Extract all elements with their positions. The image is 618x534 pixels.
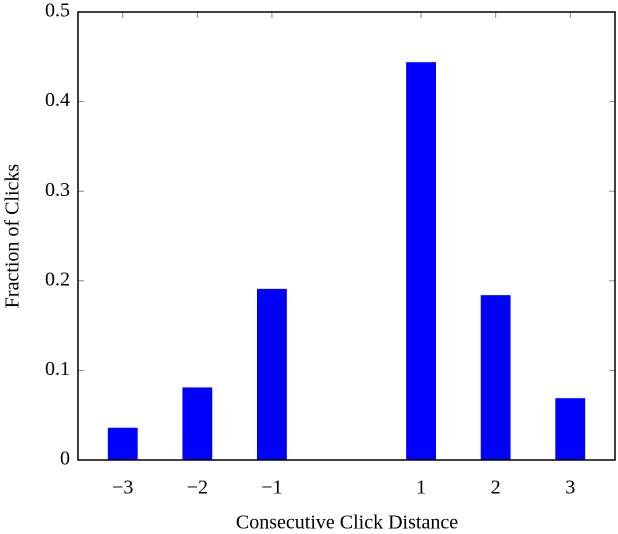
y-axis-label: Fraction of Clicks (2, 164, 24, 309)
x-tick-label: 3 (565, 477, 575, 499)
bar (480, 295, 511, 460)
x-tick-label: −2 (187, 477, 208, 499)
y-tick-label: 0 (60, 448, 70, 470)
plot-frame (77, 11, 616, 461)
bar (406, 62, 436, 461)
y-tick-label: 0.4 (45, 89, 70, 111)
y-tick-label: 0.2 (45, 268, 70, 290)
x-tick-label: 1 (416, 477, 426, 499)
bar (107, 427, 138, 460)
x-tick-label: −1 (261, 477, 282, 499)
y-tick-label: 0.3 (45, 179, 70, 201)
y-tick-label: 0.5 (45, 0, 70, 22)
bar (182, 387, 213, 460)
y-tick-label: 0.1 (45, 358, 70, 380)
x-axis-label: Consecutive Click Distance (236, 512, 458, 534)
bar (257, 288, 287, 460)
x-tick-label: 2 (491, 477, 501, 499)
x-tick-label: −3 (112, 477, 133, 499)
bar (555, 398, 586, 460)
